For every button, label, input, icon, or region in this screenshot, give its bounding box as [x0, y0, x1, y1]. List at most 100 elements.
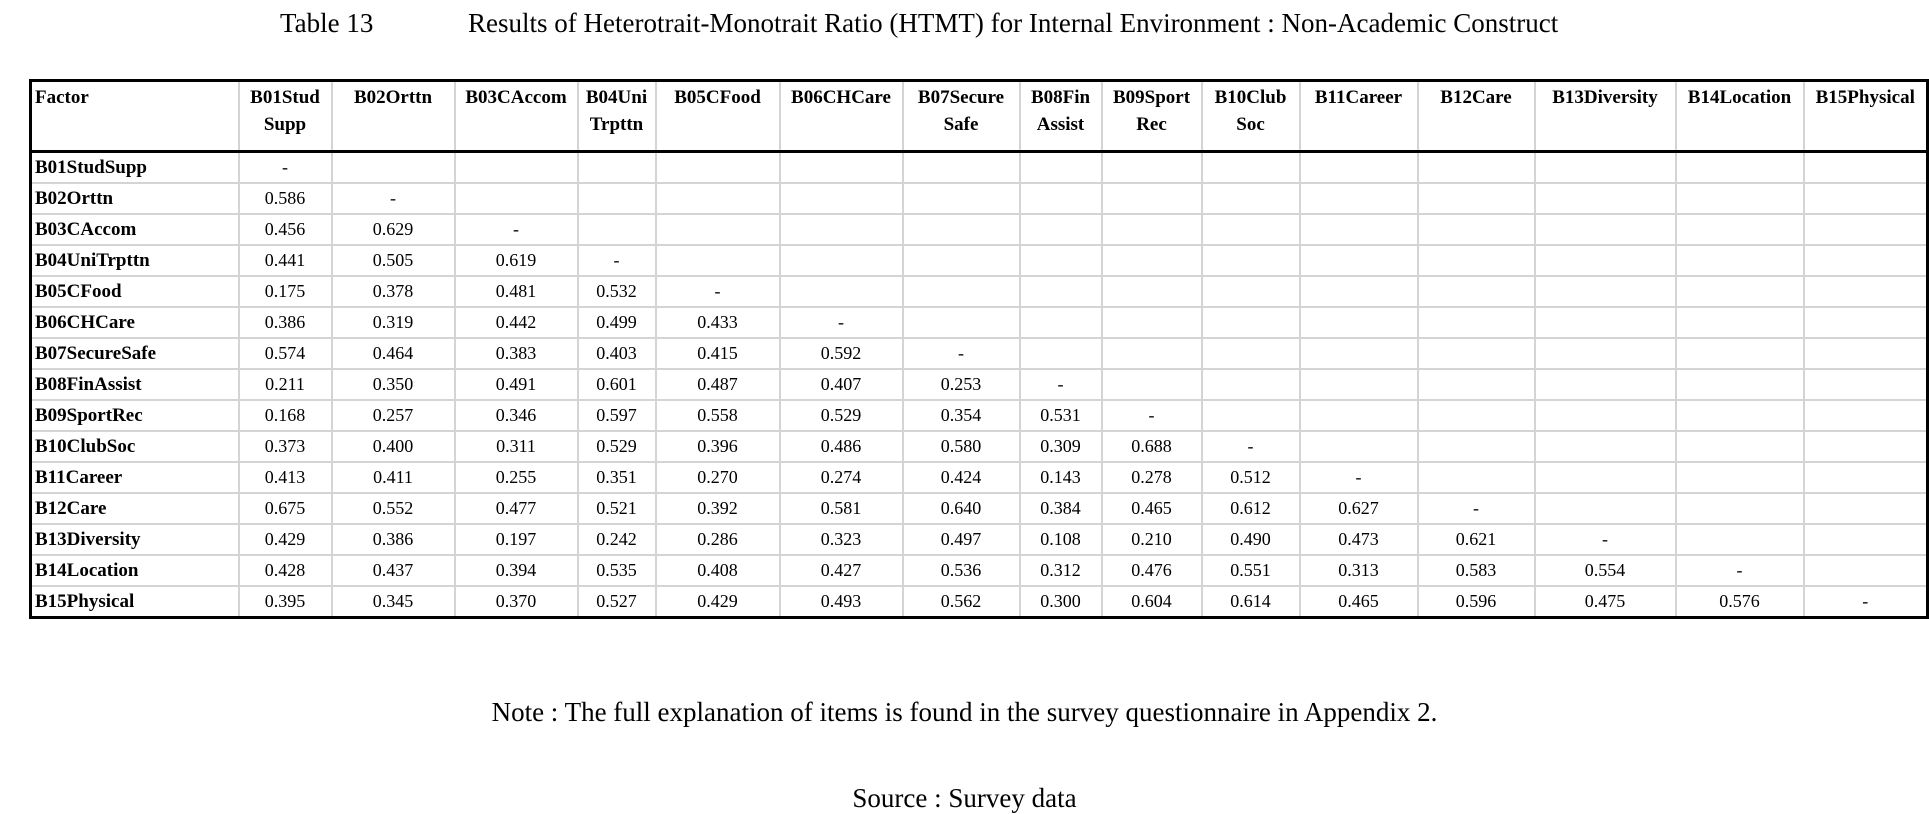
empty-cell: [901, 182, 1021, 215]
empty-cell: [1100, 213, 1203, 246]
value-cell: 0.395: [237, 585, 333, 619]
empty-cell: [1416, 461, 1536, 494]
value-cell: 0.505: [330, 244, 456, 277]
value-cell: 0.475: [1533, 585, 1677, 619]
value-cell: 0.614: [1200, 585, 1301, 619]
empty-cell: [1416, 244, 1536, 277]
value-cell: 0.486: [778, 430, 904, 463]
value-cell: 0.527: [576, 585, 657, 619]
header-cell: B15Physical: [1802, 79, 1929, 153]
header-cell: B02Orttn: [330, 79, 456, 153]
empty-cell: [1802, 461, 1929, 494]
value-cell: -: [654, 275, 781, 308]
value-cell: 0.580: [901, 430, 1021, 463]
value-cell: -: [1802, 585, 1929, 619]
empty-cell: [1802, 275, 1929, 308]
factor-cell: B08FinAssist: [29, 368, 240, 401]
value-cell: 0.350: [330, 368, 456, 401]
empty-cell: [1100, 244, 1203, 277]
empty-cell: [1674, 368, 1805, 401]
value-cell: 0.313: [1298, 554, 1419, 587]
value-cell: 0.529: [778, 399, 904, 432]
value-cell: 0.499: [576, 306, 657, 339]
empty-cell: [1018, 213, 1103, 246]
value-cell: 0.383: [453, 337, 579, 370]
empty-cell: [453, 150, 579, 184]
value-cell: 0.370: [453, 585, 579, 619]
value-cell: -: [1416, 492, 1536, 525]
value-cell: 0.512: [1200, 461, 1301, 494]
value-cell: 0.300: [1018, 585, 1103, 619]
empty-cell: [1298, 150, 1419, 184]
table-row: B12Care 0.675 0.552 0.477 0.521 0.392 0.581 0.6…: [29, 492, 1929, 525]
value-cell: 0.532: [576, 275, 657, 308]
empty-cell: [1018, 150, 1103, 184]
value-cell: 0.278: [1100, 461, 1203, 494]
factor-cell: B07SecureSafe: [29, 337, 240, 370]
factor-cell: B12Care: [29, 492, 240, 525]
value-cell: 0.640: [901, 492, 1021, 525]
value-cell: 0.257: [330, 399, 456, 432]
value-cell: 0.407: [778, 368, 904, 401]
value-cell: 0.429: [237, 523, 333, 556]
empty-cell: [1298, 275, 1419, 308]
empty-cell: [1200, 275, 1301, 308]
value-cell: 0.312: [1018, 554, 1103, 587]
header-cell: B10Club Soc: [1200, 79, 1301, 153]
value-cell: 0.583: [1416, 554, 1536, 587]
factor-cell: B04UniTrpttn: [29, 244, 240, 277]
empty-cell: [1416, 150, 1536, 184]
empty-cell: [1200, 150, 1301, 184]
empty-cell: [1298, 244, 1419, 277]
value-cell: 0.629: [330, 213, 456, 246]
empty-cell: [1298, 399, 1419, 432]
header-cell: B09Sport Rec: [1100, 79, 1203, 153]
value-cell: 0.491: [453, 368, 579, 401]
value-cell: 0.601: [576, 368, 657, 401]
empty-cell: [654, 150, 781, 184]
factor-cell: B15Physical: [29, 585, 240, 619]
empty-cell: [1100, 306, 1203, 339]
factor-cell: B14Location: [29, 554, 240, 587]
value-cell: 0.428: [237, 554, 333, 587]
value-cell: 0.627: [1298, 492, 1419, 525]
value-cell: 0.675: [237, 492, 333, 525]
empty-cell: [1200, 244, 1301, 277]
value-cell: 0.168: [237, 399, 333, 432]
value-cell: 0.274: [778, 461, 904, 494]
value-cell: 0.529: [576, 430, 657, 463]
empty-cell: [1298, 182, 1419, 215]
empty-cell: [576, 150, 657, 184]
value-cell: 0.456: [237, 213, 333, 246]
value-cell: -: [778, 306, 904, 339]
value-cell: 0.688: [1100, 430, 1203, 463]
value-cell: 0.433: [654, 306, 781, 339]
header-cell: B07Secure Safe: [901, 79, 1021, 153]
empty-cell: [1533, 399, 1677, 432]
empty-cell: [1674, 461, 1805, 494]
value-cell: 0.429: [654, 585, 781, 619]
empty-cell: [1802, 306, 1929, 339]
empty-cell: [1802, 150, 1929, 184]
empty-cell: [1018, 337, 1103, 370]
table-row: B05CFood 0.175 0.378 0.481 0.532-: [29, 275, 1929, 308]
empty-cell: [1298, 430, 1419, 463]
value-cell: 0.143: [1018, 461, 1103, 494]
value-cell: 0.386: [237, 306, 333, 339]
value-cell: 0.346: [453, 399, 579, 432]
value-cell: 0.373: [237, 430, 333, 463]
value-cell: 0.351: [576, 461, 657, 494]
table-row: B02Orttn 0.586-: [29, 182, 1929, 215]
empty-cell: [453, 182, 579, 215]
empty-cell: [1802, 213, 1929, 246]
value-cell: -: [330, 182, 456, 215]
value-cell: 0.592: [778, 337, 904, 370]
header-cell: B12Care: [1416, 79, 1536, 153]
empty-cell: [1416, 275, 1536, 308]
empty-cell: [901, 306, 1021, 339]
header-cell: Factor: [29, 79, 240, 153]
value-cell: 0.441: [237, 244, 333, 277]
empty-cell: [1200, 399, 1301, 432]
value-cell: -: [1100, 399, 1203, 432]
empty-cell: [778, 182, 904, 215]
